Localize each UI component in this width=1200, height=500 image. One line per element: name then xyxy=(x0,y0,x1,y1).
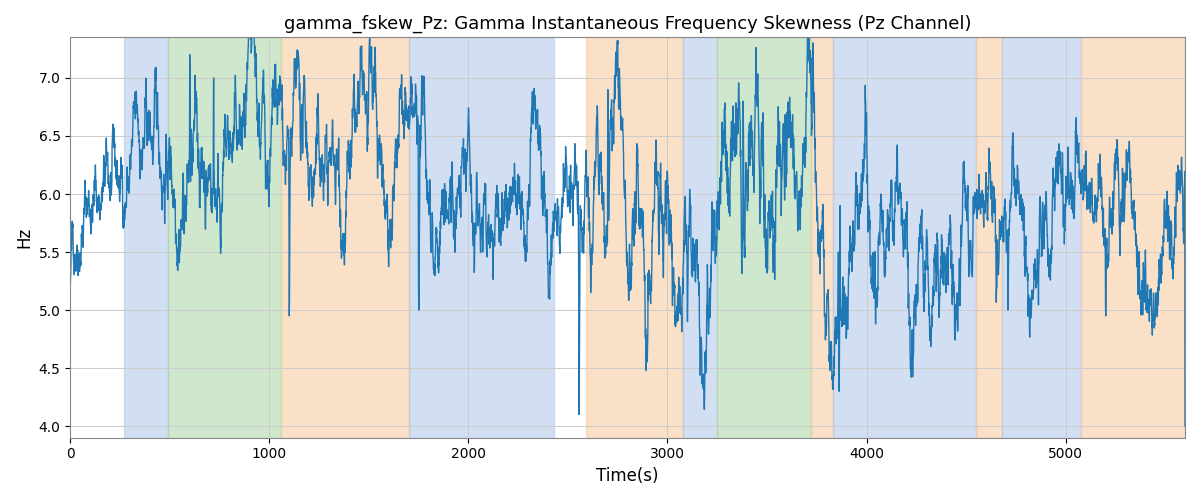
Y-axis label: Hz: Hz xyxy=(16,227,34,248)
Bar xyxy=(976,38,1002,438)
Bar xyxy=(683,38,718,438)
Bar xyxy=(811,38,833,438)
Title: gamma_fskew_Pz: Gamma Instantaneous Frequency Skewness (Pz Channel): gamma_fskew_Pz: Gamma Instantaneous Freq… xyxy=(284,15,971,34)
Bar xyxy=(409,38,554,438)
Bar xyxy=(833,38,976,438)
Bar xyxy=(1081,38,1186,438)
Bar xyxy=(281,38,409,438)
Bar xyxy=(168,38,281,438)
Bar xyxy=(718,38,811,438)
X-axis label: Time(s): Time(s) xyxy=(596,467,659,485)
Bar xyxy=(1002,38,1081,438)
Bar xyxy=(586,38,683,438)
Bar xyxy=(124,38,168,438)
